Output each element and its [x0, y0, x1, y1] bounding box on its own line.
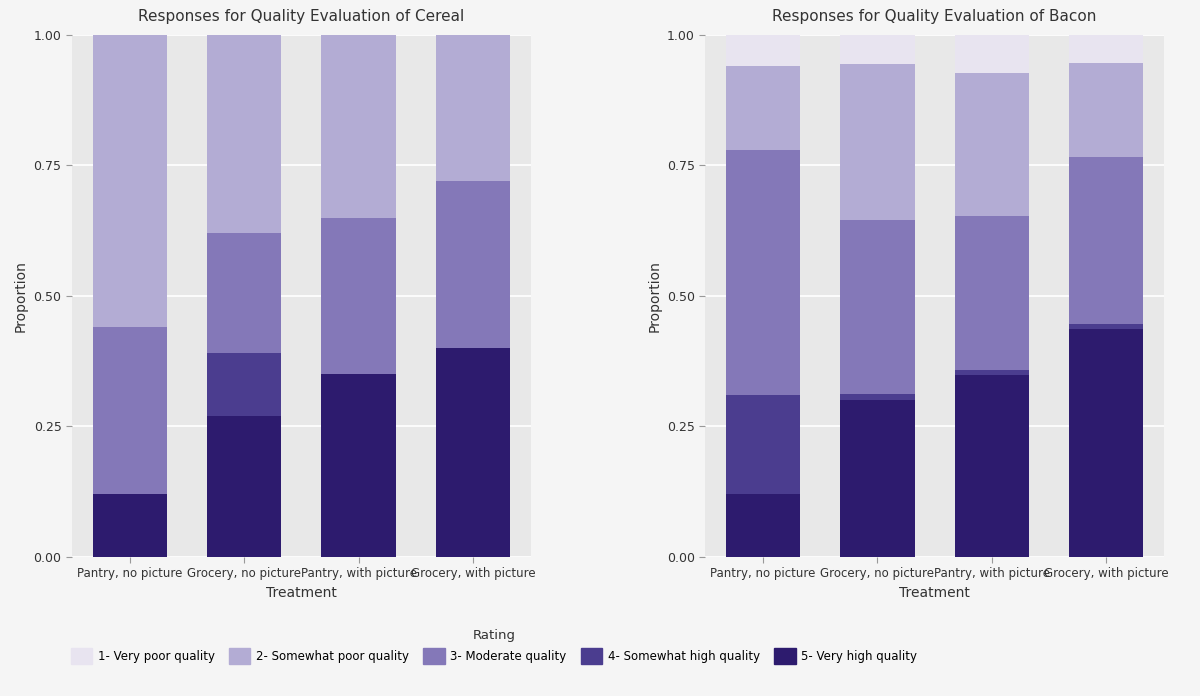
Bar — [1069, 324, 1144, 329]
Bar — [1069, 157, 1144, 324]
Bar — [726, 494, 800, 557]
Bar — [208, 233, 282, 354]
Bar — [840, 221, 914, 395]
Bar — [92, 327, 167, 494]
Bar — [840, 395, 914, 400]
Bar — [954, 375, 1028, 557]
Bar — [92, 35, 167, 327]
Bar — [1069, 35, 1144, 63]
Bar — [322, 217, 396, 374]
Title: Responses for Quality Evaluation of Bacon: Responses for Quality Evaluation of Baco… — [773, 9, 1097, 24]
Bar — [208, 35, 282, 233]
Y-axis label: Proportion: Proportion — [647, 260, 661, 332]
Bar — [726, 35, 800, 66]
Bar — [840, 64, 914, 221]
Title: Responses for Quality Evaluation of Cereal: Responses for Quality Evaluation of Cere… — [138, 9, 464, 24]
Bar — [436, 181, 510, 348]
Legend: 1- Very poor quality, 2- Somewhat poor quality, 3- Moderate quality, 4- Somewhat: 1- Very poor quality, 2- Somewhat poor q… — [66, 624, 922, 670]
Bar — [1069, 329, 1144, 557]
X-axis label: Treatment: Treatment — [266, 586, 337, 600]
Y-axis label: Proportion: Proportion — [14, 260, 28, 332]
Bar — [840, 400, 914, 557]
Bar — [840, 35, 914, 64]
Bar — [954, 35, 1028, 73]
Bar — [954, 216, 1028, 370]
X-axis label: Treatment: Treatment — [899, 586, 970, 600]
Bar — [436, 35, 510, 181]
Bar — [1069, 63, 1144, 157]
Bar — [92, 494, 167, 557]
Bar — [726, 395, 800, 494]
Bar — [208, 354, 282, 416]
Bar — [954, 73, 1028, 216]
Bar — [208, 416, 282, 557]
Bar — [436, 348, 510, 557]
Bar — [322, 35, 396, 217]
Bar — [726, 66, 800, 150]
Bar — [322, 374, 396, 557]
Bar — [954, 370, 1028, 375]
Bar — [726, 150, 800, 395]
